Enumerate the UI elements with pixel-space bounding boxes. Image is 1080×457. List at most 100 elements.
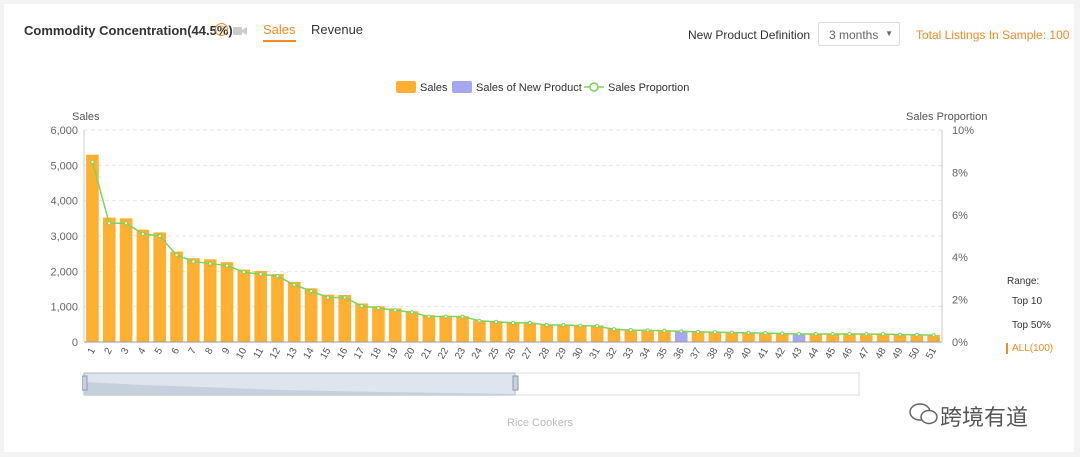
x-tick-label: 37: [689, 346, 704, 362]
point-sales-proportion: [241, 269, 246, 275]
legend-swatch-new-product: [452, 81, 472, 93]
x-tick-label: 14: [302, 346, 317, 362]
bar-sales: [220, 262, 234, 342]
x-tick-label: 44: [806, 346, 821, 362]
bar-sales: [843, 333, 856, 342]
point-sales-proportion: [325, 295, 331, 300]
point-sales-proportion: [897, 332, 903, 337]
x-tick-label: 34: [638, 346, 653, 362]
bar-sales: [523, 322, 537, 342]
x-tick-label: 7: [187, 346, 200, 357]
legend-label: Sales of New Product: [476, 82, 582, 94]
bar-sales: [271, 274, 284, 342]
bar-sales: [607, 328, 621, 342]
bar-sales: [489, 321, 503, 342]
range-top10[interactable]: Top 10: [1012, 296, 1043, 307]
point-sales-proportion: [628, 328, 633, 333]
data-zoom-slider[interactable]: [82, 370, 862, 400]
question-circle-icon[interactable]: ?: [215, 23, 228, 36]
bar-sales: [119, 218, 133, 342]
y2-tick-label: 10%: [952, 125, 974, 137]
x-tick-label: 20: [403, 346, 418, 362]
bar-sales: [506, 321, 520, 342]
x-tick-label: 25: [487, 346, 502, 362]
bar-sales: [422, 315, 436, 342]
bar-sales: [859, 333, 873, 342]
x-tick-label: 43: [790, 346, 805, 362]
bar-sales: [641, 329, 654, 342]
x-tick-label: 6: [170, 346, 183, 357]
tab-revenue[interactable]: Revenue: [311, 22, 364, 37]
bar-new-product: [674, 330, 688, 342]
bar-sales: [338, 295, 352, 342]
bar-sales: [691, 331, 705, 342]
point-sales-proportion: [864, 332, 869, 337]
point-sales-proportion: [494, 319, 499, 324]
bar-sales: [388, 308, 402, 342]
bar-sales: [893, 334, 907, 342]
x-tick-label: 26: [504, 346, 519, 362]
point-sales-proportion: [813, 331, 818, 337]
x-tick-label: 5: [153, 346, 166, 357]
x-tick-label: 38: [705, 346, 720, 362]
point-sales-proportion: [729, 330, 734, 335]
bar-sales: [573, 325, 587, 342]
point-sales-proportion: [662, 328, 667, 333]
x-tick-label: 18: [369, 346, 384, 362]
x-tick-label: 47: [857, 346, 872, 362]
x-tick-label: 16: [335, 346, 350, 362]
wechat-icon: [909, 403, 938, 425]
point-sales-proportion: [393, 308, 398, 313]
range-top50[interactable]: Top 50%: [1012, 320, 1051, 331]
bar-sales: [473, 320, 486, 342]
point-sales-proportion: [561, 322, 566, 328]
x-tick-label: 27: [520, 346, 535, 362]
x-tick-label: 23: [453, 346, 468, 362]
point-sales-proportion: [426, 314, 431, 319]
video-camera-icon[interactable]: [233, 26, 247, 36]
y2-tick-label: 0%: [952, 337, 968, 349]
bar-sales: [170, 251, 183, 342]
bar-sales: [287, 281, 301, 342]
x-tick-label: 12: [268, 346, 283, 362]
legend-label: Sales Proportion: [608, 82, 689, 94]
x-tick-label: 41: [756, 346, 771, 362]
bar-sales: [86, 154, 99, 342]
point-sales-proportion: [695, 329, 701, 334]
y-tick-label: 5,000: [50, 160, 78, 172]
tab-sales[interactable]: Sales: [263, 22, 296, 42]
bar-sales: [910, 334, 924, 342]
point-sales-proportion: [90, 159, 95, 164]
legend-label: Sales: [420, 82, 448, 94]
point-sales-proportion: [409, 310, 415, 315]
bar-sales: [742, 332, 755, 342]
range-all[interactable]: ALL(100): [1006, 343, 1053, 354]
point-sales-proportion: [847, 331, 852, 337]
point-sales-proportion: [107, 221, 112, 226]
x-tick-label: 19: [386, 346, 401, 362]
x-tick-label: 9: [220, 346, 233, 357]
point-sales-proportion: [763, 330, 768, 336]
point-sales-proportion: [208, 261, 213, 266]
point-sales-proportion: [224, 263, 230, 268]
chevron-down-icon: ▼: [885, 29, 893, 38]
slider-handle-left: [82, 375, 88, 391]
bar-sales: [775, 333, 789, 342]
point-sales-proportion: [595, 324, 600, 329]
legend-swatch-sales: [396, 81, 416, 93]
point-sales-proportion: [140, 231, 145, 236]
point-sales-proportion: [796, 331, 802, 337]
point-sales-proportion: [123, 221, 129, 226]
bar-sales: [405, 311, 419, 342]
x-tick-label: 17: [352, 346, 367, 362]
bar-sales: [590, 325, 604, 342]
x-tick-label: 50: [907, 346, 922, 362]
point-sales-proportion: [746, 330, 751, 335]
point-sales-proportion: [510, 320, 516, 326]
x-tick-label: 3: [119, 346, 132, 357]
point-sales-proportion: [527, 320, 532, 326]
x-tick-label: 49: [890, 346, 905, 362]
x-tick-label: 32: [604, 346, 619, 362]
definition-select[interactable]: 3 months ▼: [818, 22, 900, 46]
x-tick-label: 51: [924, 346, 939, 362]
